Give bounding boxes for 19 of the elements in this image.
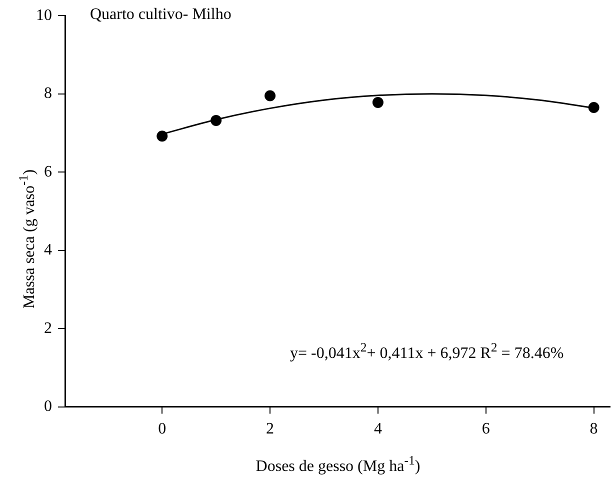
point (588, 102, 600, 114)
point (372, 96, 384, 108)
y-tick-label: 6 (44, 163, 52, 180)
x-tick-label: 4 (374, 420, 382, 438)
x-tick-label: 6 (482, 420, 490, 438)
y-tick-label: 10 (36, 6, 52, 24)
y-tick-label: 0 (44, 398, 52, 416)
x-tick-label: 2 (266, 420, 274, 438)
y-tick-label: 8 (44, 85, 52, 102)
x-axis-title: Doses de gesso (Mg ha$^{-1}$) (254, 454, 422, 476)
y-tick-label: 4 (44, 242, 52, 259)
point (264, 90, 276, 102)
x-tick-label: 0 (158, 420, 166, 438)
point (210, 114, 222, 126)
x-tick-label: 8 (590, 420, 598, 438)
chart-title: Quarto cultivo- Milho (90, 6, 232, 24)
y-tick-label: 2 (44, 320, 52, 337)
point (156, 130, 168, 142)
annotation: y= -0,041x$^{2}$+ 0,411x + 6,972 R$^{2}$ = 78.46% (290, 340, 564, 363)
